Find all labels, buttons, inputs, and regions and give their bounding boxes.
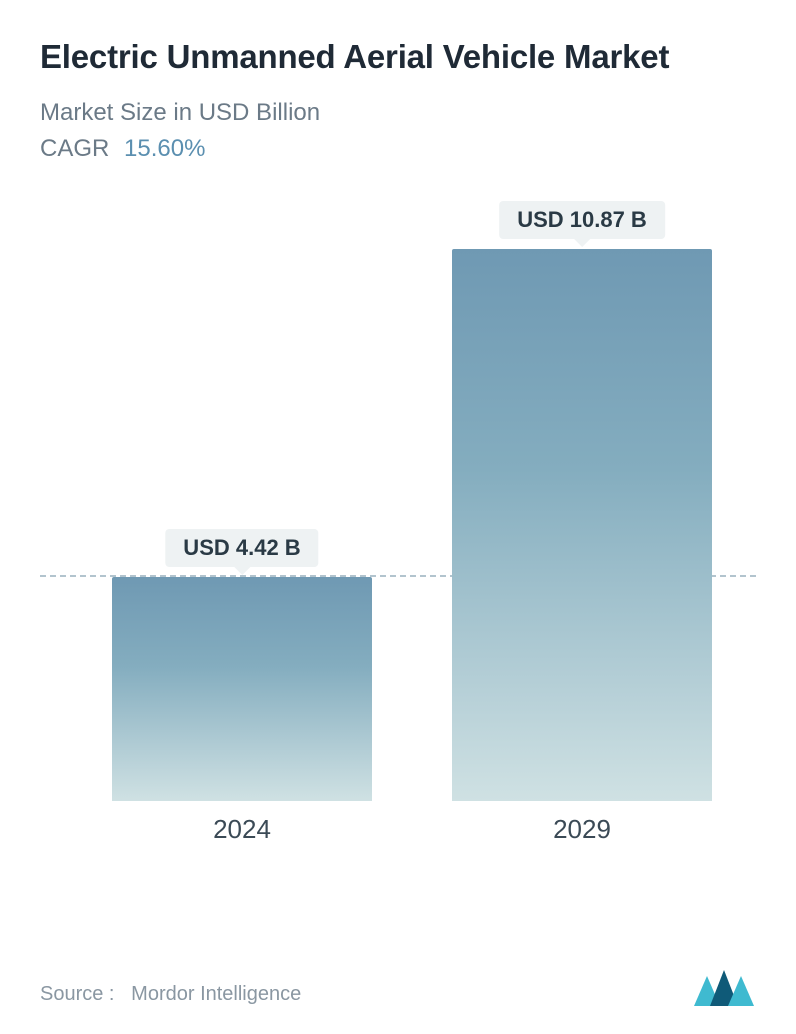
bar-fill <box>112 577 372 801</box>
cagr-value: 15.60% <box>124 135 205 162</box>
bar-value-label-tip <box>234 567 250 575</box>
bar-value-label-wrap: USD 4.42 B <box>165 529 318 575</box>
cagr-label: CAGR <box>40 135 109 162</box>
bar: USD 10.87 B <box>452 249 712 801</box>
brand-logo-icon <box>694 970 756 1006</box>
bar-value-label: USD 10.87 B <box>499 201 665 239</box>
chart-footer: Source : Mordor Intelligence <box>40 970 756 1006</box>
x-axis-label: 2029 <box>452 814 712 845</box>
bar-value-label-wrap: USD 10.87 B <box>499 201 665 247</box>
source-text: Source : Mordor Intelligence <box>40 983 301 1006</box>
bar-value-label: USD 4.42 B <box>165 529 318 567</box>
chart-title: Electric Unmanned Aerial Vehicle Market <box>40 36 756 77</box>
bar-fill <box>452 249 712 801</box>
bar: USD 4.42 B <box>112 577 372 801</box>
x-axis-label: 2024 <box>112 814 372 845</box>
source-prefix: Source : <box>40 983 114 1005</box>
cagr-row: CAGR 15.60% <box>40 135 756 163</box>
bar-value-label-tip <box>574 239 590 247</box>
bar-chart: USD 4.42 B 2024 USD 10.87 B 2029 <box>40 189 756 849</box>
chart-subtitle: Market Size in USD Billion <box>40 99 756 127</box>
source-name: Mordor Intelligence <box>131 983 301 1005</box>
